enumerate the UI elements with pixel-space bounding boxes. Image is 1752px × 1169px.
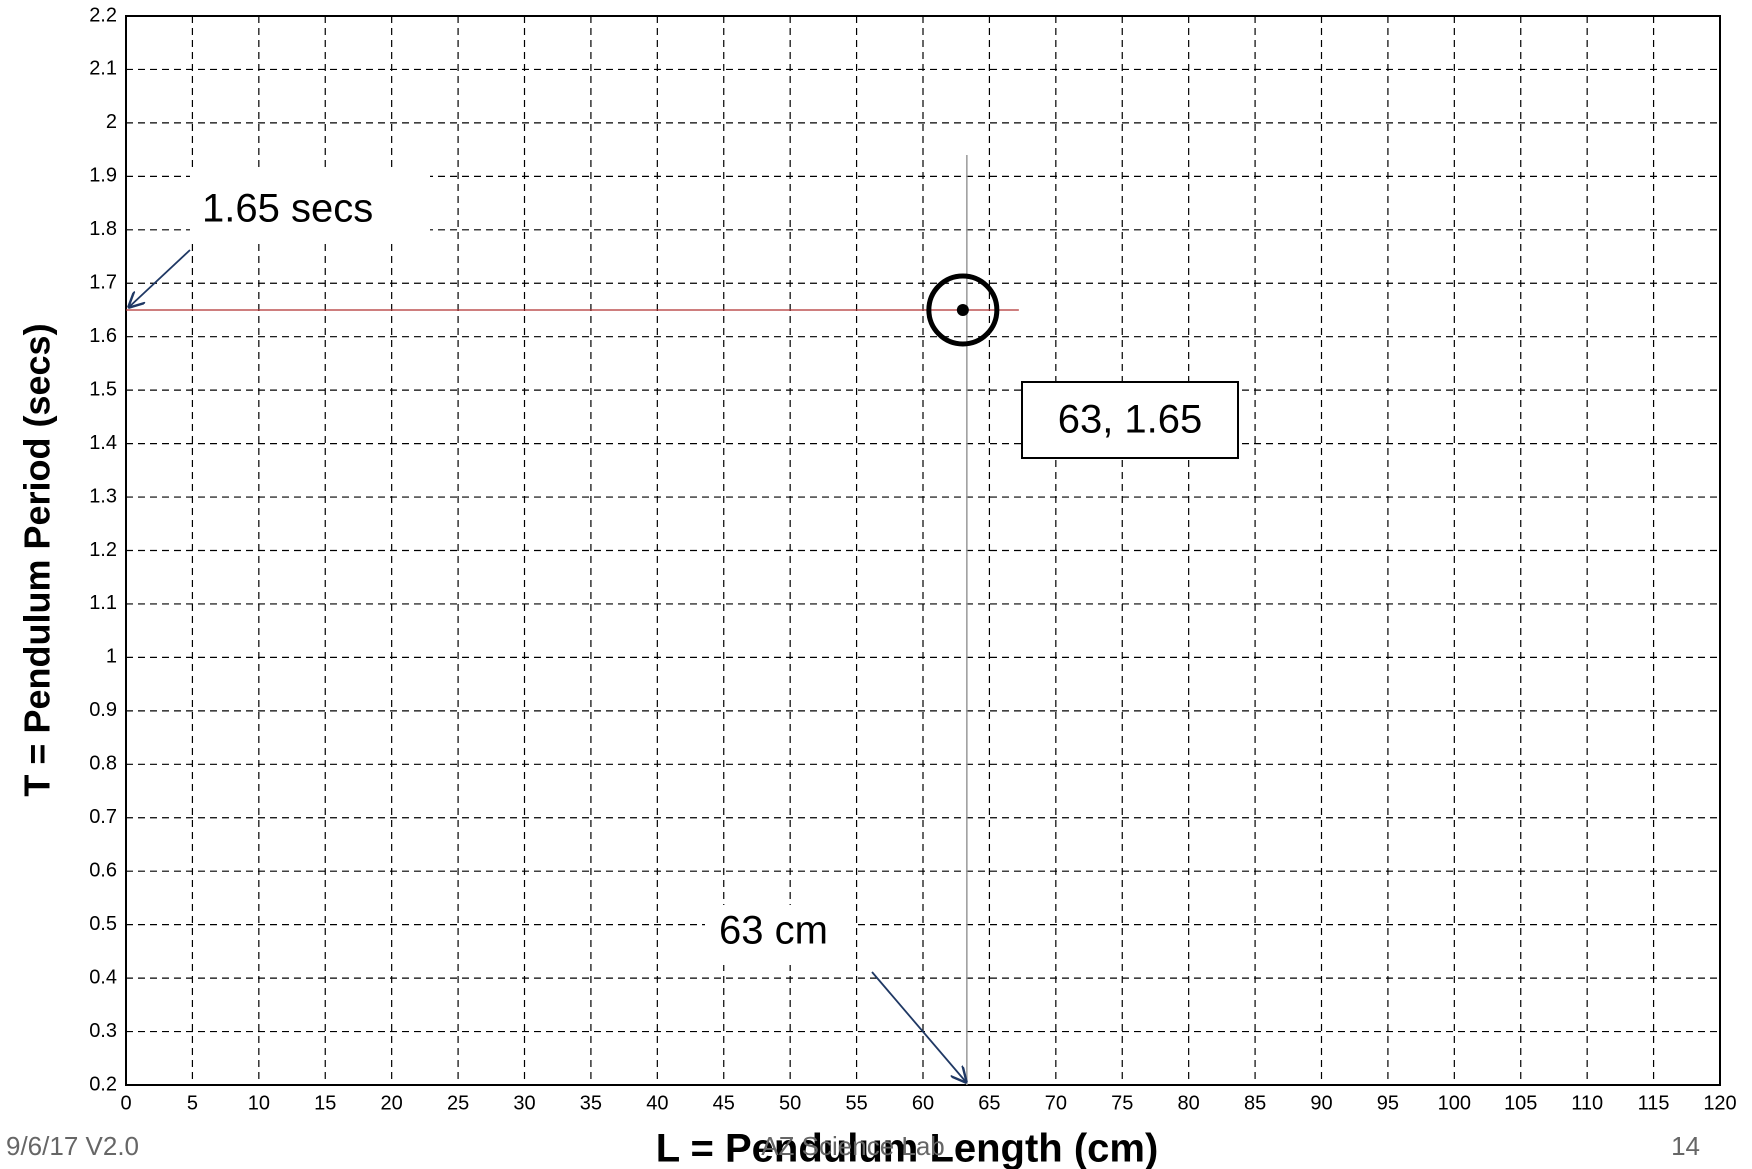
footer-source: AZ Science Lab	[761, 1131, 945, 1161]
y-tick-label: 1.7	[89, 272, 117, 294]
y-tick-label: 0.7	[89, 806, 117, 828]
y-tick-label: 1.5	[89, 378, 117, 400]
annotation-box	[1021, 381, 1239, 459]
x-tick-label: 55	[845, 1092, 867, 1114]
point-ring	[926, 273, 1000, 347]
annotation: 1.65 secs	[202, 187, 373, 231]
y-tick-label: 1.6	[89, 325, 117, 347]
x-tick-label: 65	[978, 1092, 1000, 1114]
x-tick-label: 105	[1504, 1092, 1537, 1114]
annotation: 63 cm	[719, 909, 828, 953]
x-tick-label: 70	[1045, 1092, 1067, 1114]
x-tick-label: 50	[779, 1092, 801, 1114]
point	[956, 303, 969, 316]
x-tick-label: 25	[447, 1092, 469, 1114]
y-tick-label: 1.8	[89, 218, 117, 240]
x-tick-label: 30	[513, 1092, 535, 1114]
y-tick-label: 2	[106, 111, 117, 133]
y-tick-label: 2.1	[89, 58, 117, 80]
x-tick-label: 5	[187, 1092, 198, 1114]
x-tick-label: 60	[912, 1092, 934, 1114]
annotation-arrow	[871, 971, 967, 1083]
y-tick-label: 0.3	[89, 1020, 117, 1042]
x-tick-label: 120	[1703, 1092, 1736, 1114]
x-tick-label: 35	[580, 1092, 602, 1114]
x-tick-label: 20	[381, 1092, 403, 1114]
footer-page: 14	[1671, 1131, 1700, 1161]
y-tick-label: 0.8	[89, 753, 117, 775]
y-tick-label: 0.2	[89, 1073, 117, 1095]
y-tick-label: 1.1	[89, 592, 117, 614]
y-axis-label: T = Pendulum Period (secs)	[17, 323, 58, 796]
annotation: 63, 1.65	[1058, 398, 1203, 442]
x-tick-label: 100	[1438, 1092, 1471, 1114]
x-tick-label: 80	[1178, 1092, 1200, 1114]
x-tick-label: 10	[248, 1092, 270, 1114]
y-tick-label: 0.9	[89, 699, 117, 721]
x-tick-label: 40	[646, 1092, 668, 1114]
x-tick-label: 95	[1377, 1092, 1399, 1114]
x-tick-label: 85	[1244, 1092, 1266, 1114]
x-tick-label: 45	[713, 1092, 735, 1114]
y-tick-label: 0.6	[89, 859, 117, 881]
annotation-box	[190, 172, 430, 242]
y-tick-label: 1.9	[89, 165, 117, 187]
y-tick-label: 2.2	[89, 4, 117, 26]
y-tick-label: 0.4	[89, 966, 117, 988]
x-tick-label: 0	[120, 1092, 131, 1114]
x-tick-label: 90	[1310, 1092, 1332, 1114]
x-tick-label: 115	[1638, 1092, 1670, 1114]
y-tick-label: 0.5	[89, 913, 117, 935]
y-tick-label: 1.2	[89, 539, 117, 561]
annotation-arrow	[128, 249, 191, 308]
x-tick-label: 110	[1571, 1092, 1603, 1114]
plot-frame	[125, 15, 1721, 1086]
y-tick-label: 1.4	[89, 432, 117, 454]
annotation-box	[705, 905, 855, 965]
footer-date: 9/6/17 V2.0	[6, 1131, 139, 1161]
y-tick-label: 1	[106, 646, 117, 668]
y-tick-label: 1.3	[89, 485, 117, 507]
x-tick-label: 75	[1111, 1092, 1133, 1114]
x-axis-label: L = Pendulum Length (cm)	[656, 1127, 1159, 1169]
x-tick-label: 15	[314, 1092, 336, 1114]
